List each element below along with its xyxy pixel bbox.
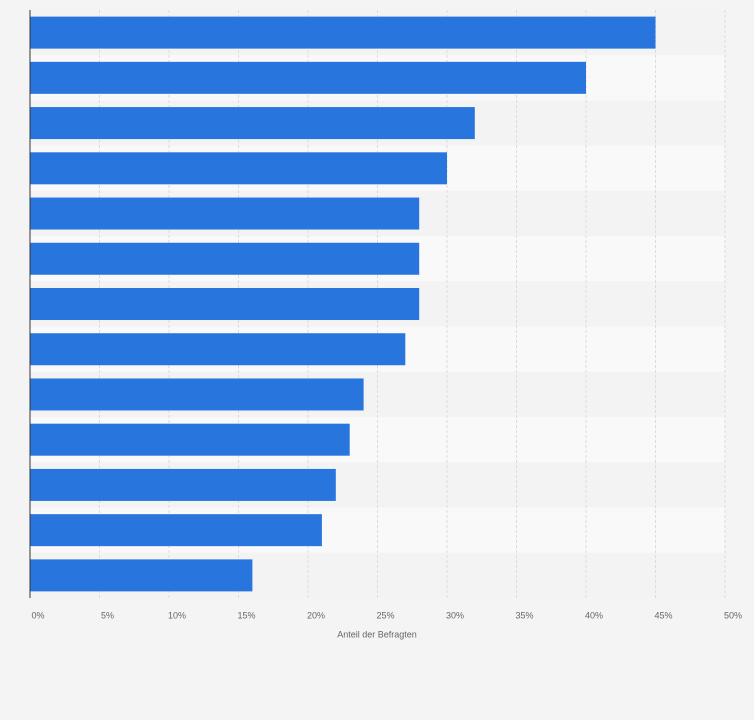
- x-tick-label: 5%: [101, 610, 114, 620]
- x-tick-label: 10%: [168, 610, 186, 620]
- bar: [30, 107, 475, 140]
- bar: [30, 378, 364, 411]
- bar: [30, 197, 420, 230]
- x-tick-label: 40%: [585, 610, 603, 620]
- x-tick-label: 50%: [724, 610, 742, 620]
- bar: [30, 514, 322, 547]
- x-tick-label: 15%: [237, 610, 255, 620]
- x-tick-label: 0%: [31, 610, 44, 620]
- x-tick-label: 30%: [446, 610, 464, 620]
- x-tick-label: 25%: [376, 610, 394, 620]
- x-tick-label: 20%: [307, 610, 325, 620]
- x-tick-label: 35%: [515, 610, 533, 620]
- bar: [30, 423, 350, 456]
- bar: [30, 61, 586, 94]
- bar: [30, 288, 420, 320]
- bar: [30, 152, 447, 185]
- bar: [30, 468, 336, 501]
- bar: [30, 559, 253, 592]
- bar: [30, 333, 406, 366]
- bar: [30, 16, 656, 49]
- bar: [30, 242, 420, 275]
- x-axis-label: Anteil der Befragten: [337, 629, 417, 639]
- x-tick-label: 45%: [654, 610, 672, 620]
